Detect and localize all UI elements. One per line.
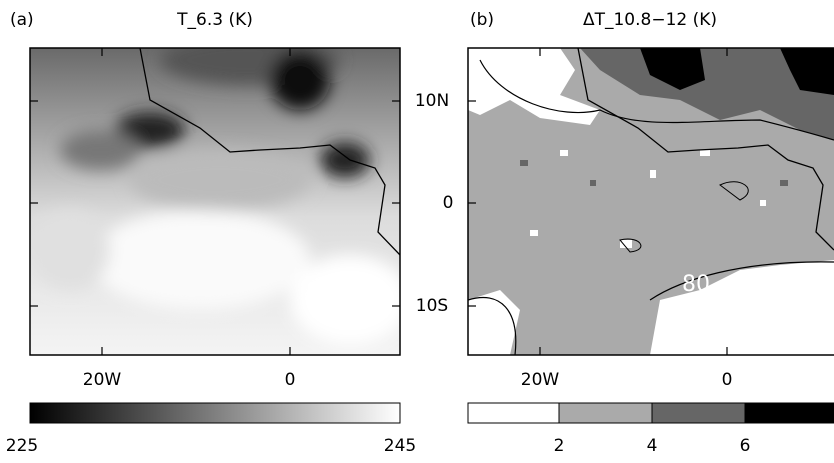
colorbar [467,402,834,424]
colorbar-label: 6 [740,436,751,456]
panel-frame [467,47,834,356]
lat-label: 0 [443,193,454,213]
panel-title: T_6.3 (K) [176,10,253,30]
image-panel-a [30,48,400,355]
colorbar-label: 4 [647,436,658,456]
lat-label: 10S [416,296,448,316]
tick-marks [30,48,400,355]
panel-label: (b) [470,10,494,30]
contour-label: 80 [682,272,710,297]
lon-label: 0 [285,370,296,390]
lat-label: 10N [415,91,449,111]
panel-label: (a) [10,10,34,30]
colorbar-label: 245 [384,436,416,456]
colorbar [29,402,401,424]
colorbar-label: 225 [6,436,38,456]
panel-frame [29,47,401,356]
colorbar-label: 2 [554,436,565,456]
lon-label: 20W [83,370,122,390]
image-panel-b [468,48,834,355]
tick-marks [468,48,728,355]
lon-label: 20W [521,370,560,390]
lon-label: 0 [722,370,733,390]
panel-title: ΔT_10.8−12 (K) [583,10,717,30]
